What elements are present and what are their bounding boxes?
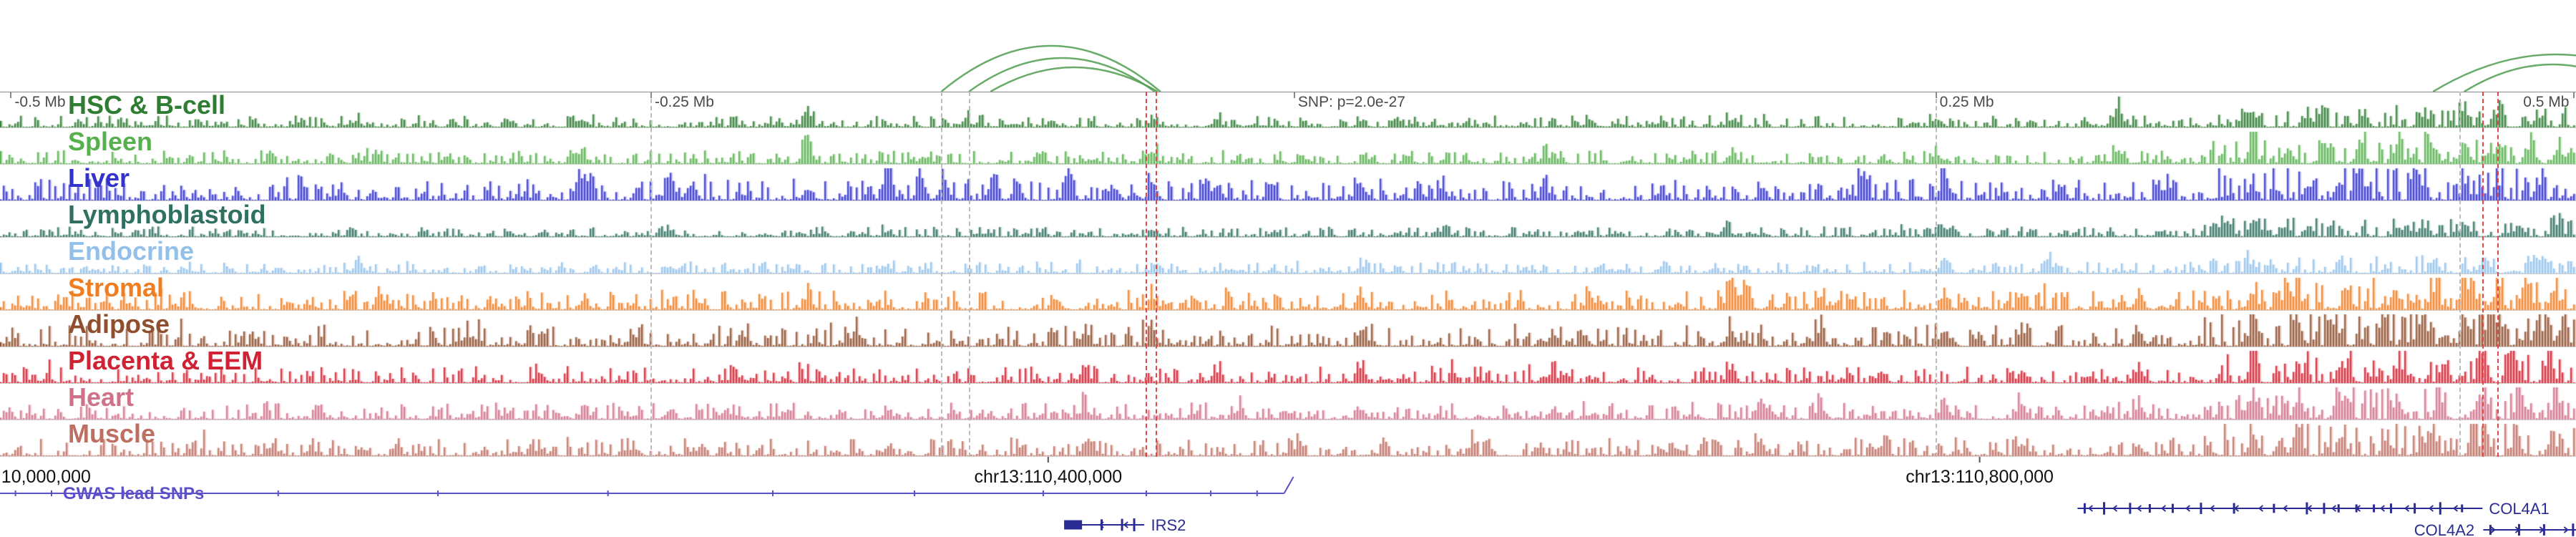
track-row-heart: Heart xyxy=(0,384,2576,420)
ruler-tick xyxy=(10,92,12,98)
ruler-tick xyxy=(1935,92,1937,98)
track-row-adipose: Adipose xyxy=(0,311,2576,347)
coordinate-label-left: 10,000,000 xyxy=(1,467,91,487)
exon-block xyxy=(1064,520,1083,530)
strand-arrow-icon xyxy=(2087,505,2093,512)
interaction-arc xyxy=(968,57,1156,93)
track-label: Spleen xyxy=(68,127,153,156)
strand-arrow-icon xyxy=(2563,526,2569,533)
ruler-label-0-5mb: 0.5 Mb xyxy=(2523,94,2570,110)
interaction-arcs xyxy=(940,44,2576,93)
track-signal xyxy=(0,387,2576,420)
track-signal xyxy=(0,204,2576,237)
track-row-stromal: Stromal xyxy=(0,274,2576,311)
track-row-muscle: Muscle xyxy=(0,420,2576,457)
ruler-tick xyxy=(650,92,652,98)
track-label: Endocrine xyxy=(68,236,195,266)
annotation-area: 10,000,000 chr13:110,400,000 chr13:110,8… xyxy=(0,457,2576,537)
strand-arrow-icon xyxy=(2160,505,2166,512)
track-label: Muscle xyxy=(68,419,156,448)
strand-arrow-icon xyxy=(2282,505,2288,512)
track-signal xyxy=(0,95,2576,127)
gene-label-col4a2: COL4A2 xyxy=(2414,521,2475,537)
gridline xyxy=(650,92,652,457)
interaction-arc xyxy=(990,66,1158,93)
interaction-arc xyxy=(2432,53,2576,93)
track-signal xyxy=(0,350,2576,383)
ruler-label-minus-0-25mb: -0.25 Mb xyxy=(655,94,714,110)
gridline xyxy=(968,92,970,457)
gene-annotation-shapes xyxy=(0,457,2576,536)
strand-arrow-icon xyxy=(2452,505,2458,512)
gene-label-col4a1: COL4A1 xyxy=(2489,500,2550,518)
track-signal xyxy=(0,423,2576,456)
strand-arrow-icon xyxy=(2331,505,2336,512)
ruler-label-0-25mb: 0.25 Mb xyxy=(1939,94,1994,110)
strand-arrow-icon xyxy=(2112,505,2117,512)
track-label: Stromal xyxy=(68,273,165,302)
signal-tracks: HSC & B-cell Spleen Liver Lymphoblastoid… xyxy=(0,92,2576,457)
interaction-arc xyxy=(940,44,1161,92)
ruler-tick xyxy=(2573,92,2575,98)
track-row-placenta-eem: Placenta & EEM xyxy=(0,347,2576,384)
strand-arrow-icon xyxy=(2209,505,2215,512)
coordinate-label-110-800-000: chr13:110,800,000 xyxy=(1906,467,2054,487)
strand-arrow-icon xyxy=(1123,521,1128,528)
gridline xyxy=(1935,92,1937,457)
gridline xyxy=(2459,92,2461,457)
track-signal xyxy=(0,277,2576,310)
ruler-label-snp-pvalue: SNP: p=2.0e-27 xyxy=(1297,94,1405,110)
track-row-spleen: Spleen xyxy=(0,128,2576,165)
track-label: Lymphoblastoid xyxy=(68,200,266,229)
track-label: Adipose xyxy=(68,309,170,339)
interaction-arc xyxy=(2464,63,2576,93)
track-label: HSC & B-cell xyxy=(68,90,226,120)
ruler-label-minus-0-5mb: -0.5 Mb xyxy=(14,94,66,110)
track-label: Placenta & EEM xyxy=(68,346,263,375)
track-label: Liver xyxy=(68,163,130,193)
strand-arrow-icon xyxy=(2428,505,2434,512)
track-row-hsc-bcell: HSC & B-cell xyxy=(0,92,2576,128)
strand-arrow-icon xyxy=(2258,505,2263,512)
track-row-lymphoblastoid: Lymphoblastoid xyxy=(0,201,2576,238)
gwas-lead-snps-label: GWAS lead SNPs xyxy=(63,484,205,503)
track-signal xyxy=(0,314,2576,347)
strand-arrow-icon xyxy=(2185,505,2190,512)
track-label: Heart xyxy=(68,382,135,412)
strand-arrow-icon xyxy=(2136,505,2142,512)
snp-highlight-line xyxy=(2497,92,2499,457)
strand-arrow-icon xyxy=(2490,526,2496,533)
gwas-pointer xyxy=(1283,476,1294,494)
coordinate-label-110-400-000: chr13:110,400,000 xyxy=(974,467,1123,487)
track-signal xyxy=(0,168,2576,200)
strand-arrow-icon xyxy=(2404,505,2409,512)
track-row-liver: Liver xyxy=(0,165,2576,201)
track-row-endocrine: Endocrine xyxy=(0,238,2576,274)
gene-label-irs2: IRS2 xyxy=(1151,516,1186,534)
snp-highlight-line xyxy=(2482,92,2484,457)
ruler-tick xyxy=(1293,92,1295,98)
track-signal xyxy=(0,241,2576,274)
track-signal xyxy=(0,131,2576,164)
gridline xyxy=(941,92,943,457)
snp-highlight-line xyxy=(1155,92,1157,457)
strand-arrow-icon xyxy=(2379,505,2385,512)
snp-highlight-line xyxy=(1145,92,1147,457)
